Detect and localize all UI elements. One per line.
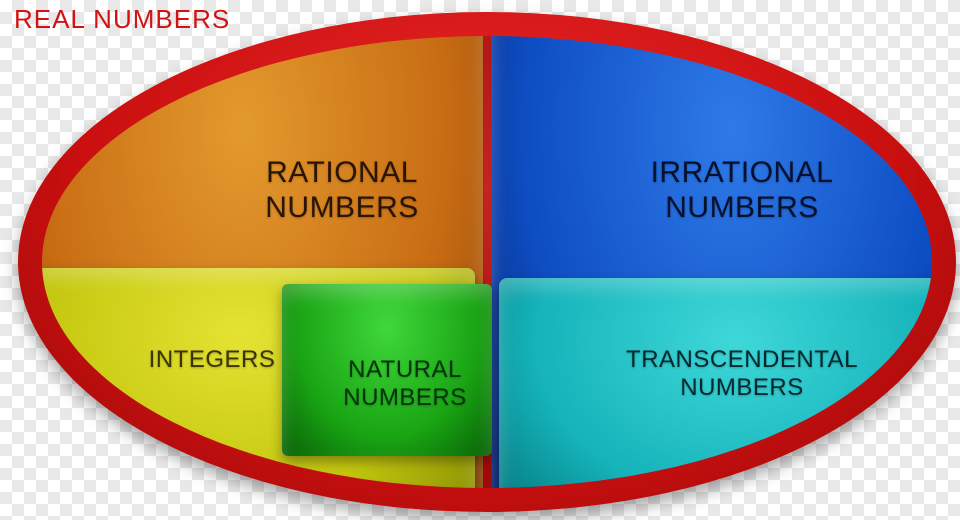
diagram-title: REAL NUMBERS <box>14 4 230 35</box>
region-transcendental <box>499 278 932 488</box>
ellipse-clip: RATIONAL NUMBERS IRRATIONAL NUMBERS INTE… <box>42 36 932 488</box>
diagram-stage: REAL NUMBERS RATIONAL NUMBERS IRRATIONAL… <box>0 0 960 520</box>
region-naturals <box>282 284 492 456</box>
real-numbers-ellipse: RATIONAL NUMBERS IRRATIONAL NUMBERS INTE… <box>18 12 956 512</box>
